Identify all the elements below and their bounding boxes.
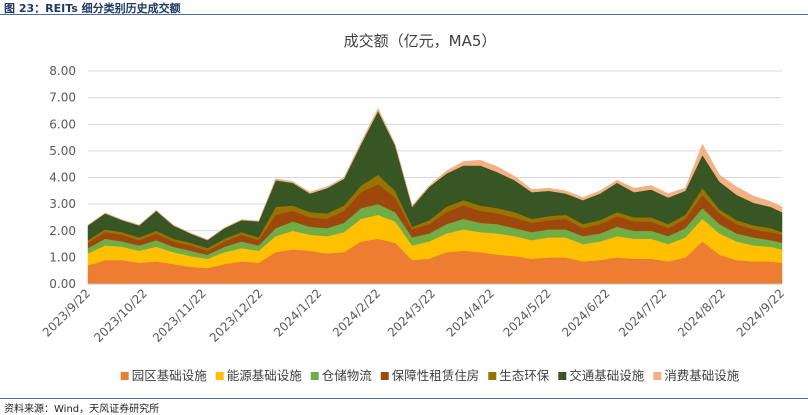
area-series bbox=[87, 107, 783, 285]
legend-label: 保障性租赁住房 bbox=[392, 368, 480, 383]
legend-label: 生态环保 bbox=[499, 368, 550, 383]
stacked-area-chart: 成交额（亿元，MA5） 0.00 1.00 2.00 3.00 4.00 5.00 6.00… bbox=[40, 32, 787, 383]
x-tick-label: 2024/5/22 bbox=[500, 286, 553, 339]
x-tick-label: 2024/7/22 bbox=[616, 286, 669, 339]
source-note: 资料来源：Wind，天风证券研究所 bbox=[4, 404, 160, 415]
legend-item: 能源基础设施 bbox=[215, 368, 303, 383]
x-tick-label: 2024/6/22 bbox=[559, 286, 612, 339]
y-tick-label: 4.00 bbox=[49, 171, 76, 185]
legend-swatch bbox=[488, 372, 497, 380]
legend-label: 消费基础设施 bbox=[664, 368, 740, 383]
legend-item: 交通基础设施 bbox=[558, 368, 645, 383]
y-tick-label: 5.00 bbox=[49, 144, 76, 158]
x-tick-label: 2024/9/22 bbox=[734, 286, 787, 339]
legend-label: 园区基础设施 bbox=[132, 368, 208, 383]
legend-swatch bbox=[215, 372, 224, 380]
y-tick-label: 8.00 bbox=[49, 64, 76, 78]
x-tick-label: 2024/2/22 bbox=[330, 286, 383, 339]
y-tick-label: 6.00 bbox=[49, 117, 76, 131]
y-tick-label: 0.00 bbox=[49, 277, 76, 291]
legend-item: 消费基础设施 bbox=[653, 368, 740, 383]
x-tick-label: 2024/8/22 bbox=[675, 286, 728, 339]
legend-label: 能源基础设施 bbox=[227, 368, 303, 383]
y-tick-label: 1.00 bbox=[49, 250, 76, 264]
y-tick-label: 2.00 bbox=[49, 224, 76, 238]
legend-swatch bbox=[120, 372, 129, 380]
legend-label: 仓储物流 bbox=[322, 368, 373, 383]
legend-item: 园区基础设施 bbox=[120, 368, 208, 383]
legend: 园区基础设施 能源基础设施 仓储物流 保障性租赁住房 生态环保 交通基础设施 消费基础设施 bbox=[120, 368, 740, 383]
legend-item: 保障性租赁住房 bbox=[380, 368, 480, 383]
legend-swatch bbox=[653, 372, 662, 380]
area-series-消费基础设施 bbox=[87, 107, 783, 241]
legend-swatch bbox=[310, 372, 319, 380]
source-rule bbox=[0, 398, 808, 399]
x-tick-label: 2023/10/22 bbox=[91, 286, 150, 345]
x-tick-label: 2024/4/22 bbox=[444, 286, 497, 339]
legend-item: 生态环保 bbox=[488, 368, 550, 383]
x-tick-label: 2023/9/22 bbox=[40, 286, 93, 339]
caption-rule bbox=[0, 14, 808, 15]
y-tick-label: 3.00 bbox=[49, 197, 76, 211]
x-tick-label: 2024/3/22 bbox=[385, 286, 438, 339]
chart-title: 成交额（亿元，MA5） bbox=[344, 32, 497, 50]
x-tick-label: 2023/11/22 bbox=[150, 286, 209, 345]
y-tick-label: 7.00 bbox=[49, 91, 76, 105]
x-tick-label: 2024/1/22 bbox=[271, 286, 324, 339]
legend-swatch bbox=[380, 372, 389, 380]
figure-caption: 图 23：REITs 细分类别历史成交额 bbox=[4, 2, 181, 15]
x-tick-label: 2023/12/22 bbox=[207, 286, 266, 345]
legend-label: 交通基础设施 bbox=[569, 368, 645, 383]
legend-swatch bbox=[558, 372, 567, 380]
legend-item: 仓储物流 bbox=[310, 368, 373, 383]
